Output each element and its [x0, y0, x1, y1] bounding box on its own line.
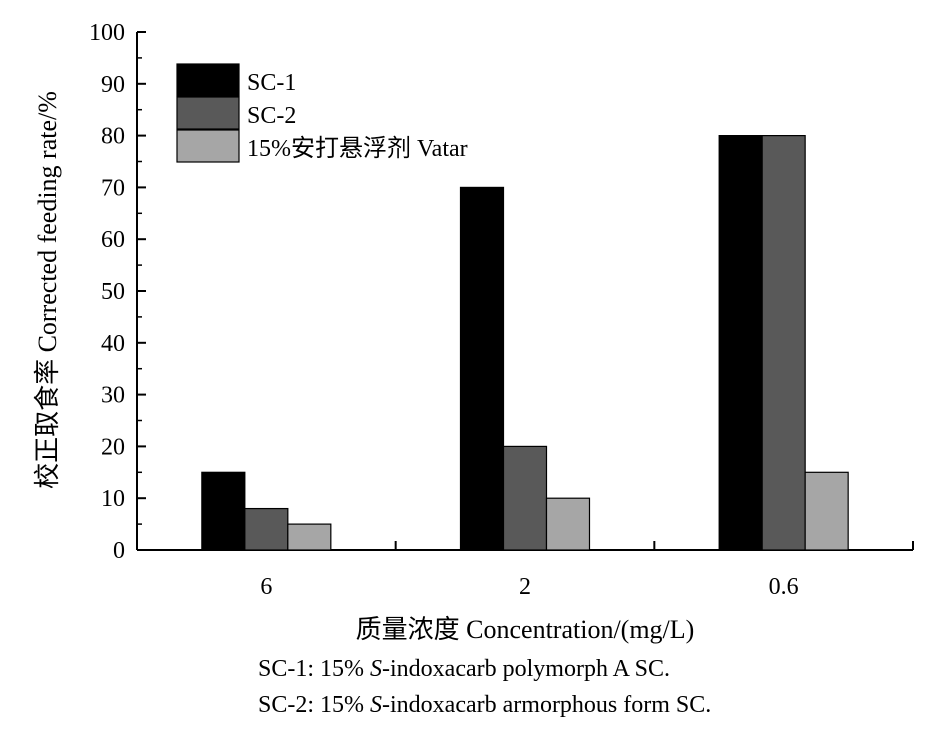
- bar: [459, 186, 505, 551]
- y-tick-label: 20: [101, 434, 125, 460]
- y-tick-label: 80: [101, 124, 125, 150]
- y-tick-label: 90: [101, 72, 125, 98]
- y-tick-label: 30: [101, 383, 125, 409]
- y-tick-label: 60: [101, 227, 125, 253]
- bar: [244, 507, 289, 551]
- y-tick-label: 50: [101, 279, 125, 305]
- y-tick-label: 40: [101, 331, 125, 357]
- legend-label: SC-2: [247, 103, 296, 129]
- x-axis-title: 质量浓度 Concentration/(mg/L): [356, 615, 695, 644]
- legend-label: 15%安打悬浮剂 Vatar: [247, 135, 468, 162]
- x-tick-label: 0.6: [769, 574, 799, 600]
- tick-labels: 0 10 20 30 40 50 60 70 80 90 100 6 2 0.6: [89, 20, 799, 600]
- y-tick-label: 10: [101, 486, 125, 512]
- bar: [761, 135, 806, 551]
- bar: [287, 523, 332, 551]
- y-tick-label: 70: [101, 175, 125, 201]
- y-tick-label: 100: [89, 20, 125, 46]
- legend-swatch: [176, 129, 240, 163]
- footnote-sc1-italic: S: [370, 656, 383, 682]
- y-tick-label: 0: [113, 538, 125, 564]
- footnote-sc2: SC-2: 15% S-indoxacarb armorphous form S…: [258, 692, 711, 719]
- bar: [502, 445, 548, 551]
- bars: [201, 135, 849, 551]
- legend: SC-1 SC-2 15%安打悬浮剂 Vatar: [176, 63, 468, 163]
- legend-swatch: [176, 63, 240, 97]
- bar: [201, 471, 246, 551]
- footnote-sc2-italic: S: [370, 692, 383, 718]
- footnote-sc2-rest: -indoxacarb armorphous form SC.: [382, 692, 712, 718]
- x-tick-label: 6: [260, 574, 272, 600]
- footnote-sc1: SC-1: 15% S-indoxacarb polymorph A SC.: [258, 656, 670, 683]
- footnote-sc1-rest: -indoxacarb polymorph A SC.: [382, 656, 670, 682]
- x-tick-label: 2: [519, 574, 531, 600]
- legend-label: SC-1: [247, 70, 296, 96]
- bar: [804, 471, 849, 551]
- y-axis-title: 校正取食率 Corrected feeding rate/%: [33, 91, 62, 489]
- legend-swatch: [176, 96, 240, 130]
- bar: [718, 135, 763, 551]
- footnote-sc2-prefix: SC-2: 15%: [258, 692, 371, 718]
- bar: [545, 497, 591, 551]
- footnote-sc1-prefix: SC-1: 15%: [258, 656, 371, 682]
